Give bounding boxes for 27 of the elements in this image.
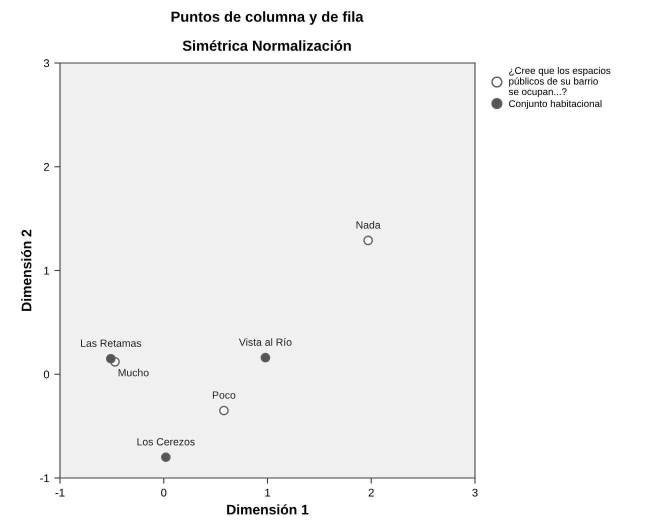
- annotation: Nada: [356, 220, 381, 229]
- y-tick-label: 1: [44, 266, 50, 275]
- x-axis-title: Dimensión 1: [227, 504, 308, 515]
- annotation: Mucho: [118, 368, 149, 376]
- chart-title: Puntos de columna y de fila: [172, 11, 364, 25]
- point: [160, 452, 171, 462]
- legend-label: ¿Cree que los espacios públicos de su barrio se ocupan...?: [508, 66, 610, 98]
- point: [363, 236, 373, 246]
- y-tick-label: -1: [40, 474, 50, 482]
- x-tick-label: 3: [472, 488, 478, 497]
- y-tick-label: 0: [44, 370, 50, 378]
- y-axis-title: Dimensión 2: [21, 230, 32, 311]
- point: [260, 352, 270, 363]
- annotation: Vista al Río: [238, 338, 292, 346]
- annotation: Las Retamas: [81, 340, 142, 347]
- x-tick-label: 2: [368, 488, 374, 496]
- y-tick-label: 2: [44, 163, 50, 171]
- y-tick-label: 3: [44, 59, 50, 68]
- x-tick-label: -1: [56, 488, 64, 496]
- point: [219, 406, 229, 416]
- point: [106, 354, 116, 364]
- x-tick-label: 0: [161, 488, 166, 497]
- chart-subtitle: Simétrica Normalización: [182, 40, 351, 51]
- legend-label: Conjunto habitacional: [509, 100, 602, 110]
- annotation: Poco: [212, 392, 236, 399]
- annotation: Los Cerezos: [137, 438, 195, 446]
- x-tick-label: 1: [265, 488, 270, 496]
